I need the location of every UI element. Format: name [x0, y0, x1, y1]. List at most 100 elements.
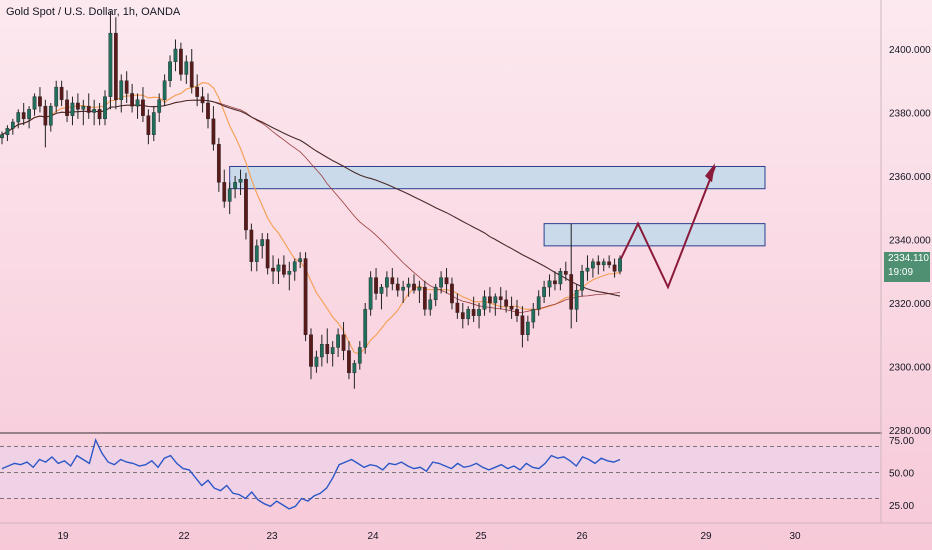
candle-body	[428, 299, 433, 310]
candle-body	[287, 271, 292, 275]
candle	[379, 283, 384, 310]
candle	[422, 280, 427, 316]
candle-body	[276, 264, 281, 272]
candle	[81, 99, 86, 126]
time-tick-label: 30	[789, 531, 801, 542]
candle-body	[222, 182, 227, 202]
candle-body	[580, 271, 584, 291]
candle-body	[48, 105, 53, 126]
candle	[119, 74, 124, 113]
countdown-value: 19:09	[888, 267, 914, 278]
candle	[493, 293, 498, 316]
candle	[563, 261, 568, 281]
upper-supply-zone	[229, 165, 766, 190]
last-price-tag: 2334.110 19:09	[884, 252, 930, 282]
candle-body	[173, 48, 178, 62]
candle-body	[379, 286, 384, 294]
candle	[227, 182, 232, 215]
candle	[314, 350, 319, 373]
candle	[5, 125, 10, 142]
candle-body	[525, 321, 530, 335]
candle-body	[574, 290, 579, 310]
candle-body	[612, 264, 617, 272]
candle	[341, 322, 346, 361]
candle-body	[200, 96, 205, 104]
candle-body	[314, 356, 319, 367]
candle	[48, 102, 53, 132]
chart-title: Gold Spot / U.S. Dollar, 1h, OANDA	[6, 6, 181, 18]
candle	[38, 87, 42, 113]
candle	[596, 255, 601, 275]
candle-body	[460, 312, 465, 320]
candle	[390, 268, 395, 291]
candle-body	[390, 277, 395, 285]
price-tick-label: 2400.000	[889, 45, 931, 56]
candle-body	[162, 80, 167, 100]
candle	[618, 255, 622, 275]
candle-body	[330, 347, 335, 355]
candle-body	[141, 99, 145, 116]
candle-body	[325, 344, 330, 354]
candle	[43, 99, 48, 148]
ma-fast-line	[1, 82, 621, 355]
candle-body	[618, 258, 622, 272]
candle	[141, 87, 145, 123]
candle	[222, 169, 227, 208]
candle	[477, 303, 481, 329]
time-tick-label: 29	[700, 531, 712, 542]
candle	[401, 280, 406, 303]
candle	[254, 239, 259, 272]
time-tick-label: 24	[367, 531, 379, 542]
candle	[0, 131, 4, 145]
candle	[357, 341, 362, 370]
candle	[189, 49, 194, 94]
candle	[130, 83, 134, 113]
candle-body	[227, 188, 232, 202]
candle	[591, 258, 595, 278]
candle-body	[124, 80, 129, 94]
candle-body	[27, 109, 31, 120]
candle-body	[282, 264, 286, 275]
candle	[10, 118, 15, 135]
candle-body	[553, 280, 557, 285]
candle	[520, 306, 525, 348]
candle-body	[38, 96, 42, 107]
candle-body	[607, 261, 612, 266]
candle	[542, 280, 546, 303]
rsi-tick-label: 50.00	[889, 469, 914, 480]
candle	[509, 296, 514, 319]
candle-body	[103, 96, 107, 120]
price-tick-label: 2340.000	[889, 236, 931, 247]
candle-body	[601, 261, 606, 266]
candle	[580, 264, 584, 297]
candle	[244, 172, 248, 240]
candle	[124, 71, 129, 103]
projection-arrowhead	[705, 163, 715, 183]
candle-body	[444, 277, 449, 285]
candle	[146, 109, 151, 145]
candle	[439, 271, 443, 294]
candle	[287, 261, 292, 291]
candle	[569, 223, 574, 329]
projection-path	[620, 166, 716, 290]
candle-body	[563, 271, 568, 275]
price-tick-label: 2360.000	[889, 172, 931, 183]
candle-body	[168, 61, 172, 81]
candle-body	[520, 315, 525, 335]
candle-body	[385, 277, 389, 288]
time-tick-label: 19	[57, 531, 69, 542]
candle	[179, 42, 183, 81]
candle	[195, 74, 200, 107]
candle	[76, 93, 80, 119]
candle-body	[477, 309, 481, 316]
candle	[292, 258, 297, 281]
candle	[428, 293, 433, 316]
candle	[574, 283, 579, 323]
candle-body	[249, 229, 254, 262]
candle	[86, 93, 91, 119]
candle-body	[21, 112, 26, 120]
candle	[260, 233, 265, 259]
candle-body	[265, 239, 270, 269]
candle-body	[260, 239, 265, 247]
